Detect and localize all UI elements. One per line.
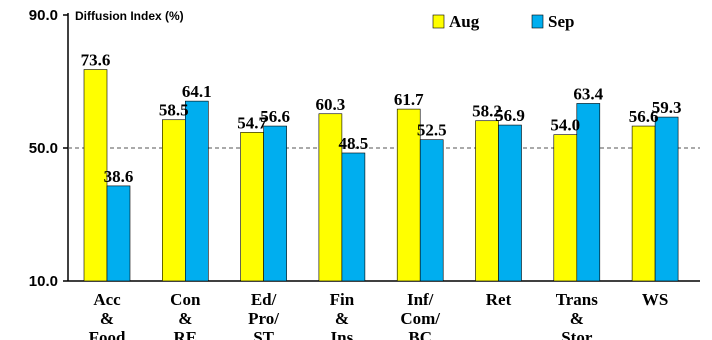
value-label: 58.2 <box>472 102 502 121</box>
bar-aug <box>631 125 656 282</box>
category-label: Com/ <box>400 309 440 328</box>
bar-aug <box>553 134 578 282</box>
value-label: 63.4 <box>573 84 603 103</box>
category-label: RE <box>173 328 197 340</box>
bar-sep <box>576 103 601 282</box>
category-label: Ret <box>486 290 512 309</box>
bar-aug <box>162 119 186 282</box>
bar-aug <box>475 120 499 282</box>
category-label: Fin <box>330 290 355 309</box>
value-label: 59.3 <box>652 98 682 117</box>
category-label: & <box>100 309 114 328</box>
bar-aug <box>83 69 108 282</box>
bar-sep <box>185 100 209 282</box>
y-tick-label: 50.0 <box>29 140 58 157</box>
bar-sep <box>106 185 131 282</box>
bar-sep <box>263 125 287 282</box>
bar-sep <box>419 139 444 282</box>
category-label: Inf/ <box>407 290 434 309</box>
category-label: Con <box>170 290 201 309</box>
value-label: 60.3 <box>316 95 346 114</box>
y-tick-label: 10.0 <box>29 273 58 290</box>
category-label: Food <box>89 328 126 340</box>
y-axis-label: Diffusion Index (%) <box>75 9 184 23</box>
category-label: BC <box>408 328 432 340</box>
category-label: Acc <box>93 290 121 309</box>
legend: Aug Sep <box>432 12 574 31</box>
value-label: 56.6 <box>629 107 659 126</box>
value-label: 48.5 <box>339 134 369 153</box>
value-labels: 73.638.658.564.154.756.660.348.561.752.5… <box>81 51 682 186</box>
bar-aug <box>240 132 264 282</box>
value-label: 56.9 <box>495 106 525 125</box>
bar-sep <box>341 152 366 282</box>
value-label: 61.7 <box>394 90 424 109</box>
y-ticks: 10.0 50.0 90.0 <box>29 7 68 290</box>
category-label: & <box>178 309 192 328</box>
bar-sep <box>498 124 522 282</box>
bar-sep <box>654 116 679 282</box>
value-label: 54.0 <box>550 116 580 135</box>
value-label: 58.5 <box>159 101 189 120</box>
legend-swatch-sep <box>531 14 544 29</box>
legend-label: Sep <box>548 12 574 31</box>
legend-label: Aug <box>449 12 480 31</box>
category-label: ST <box>253 328 274 340</box>
value-label: 73.6 <box>81 51 111 70</box>
category-labels: Acc&FoodCon&REEd/Pro/STFin&InsInf/Com/BC… <box>89 290 669 340</box>
category-label: Trans <box>556 290 599 309</box>
y-tick-label: 90.0 <box>29 7 58 24</box>
legend-swatch-aug <box>432 14 445 29</box>
value-label: 64.1 <box>182 82 212 101</box>
category-label: Ed/ <box>251 290 277 309</box>
category-label: WS <box>642 290 668 309</box>
bars <box>83 69 679 282</box>
value-label: 54.7 <box>237 113 267 132</box>
value-label: 38.6 <box>104 167 134 186</box>
category-label: & <box>570 309 584 328</box>
value-label: 56.6 <box>260 107 290 126</box>
category-label: Ins <box>331 328 354 340</box>
category-label: & <box>335 309 349 328</box>
category-label: Pro/ <box>248 309 279 328</box>
value-label: 52.5 <box>417 121 447 140</box>
category-label: Stor <box>561 328 593 340</box>
